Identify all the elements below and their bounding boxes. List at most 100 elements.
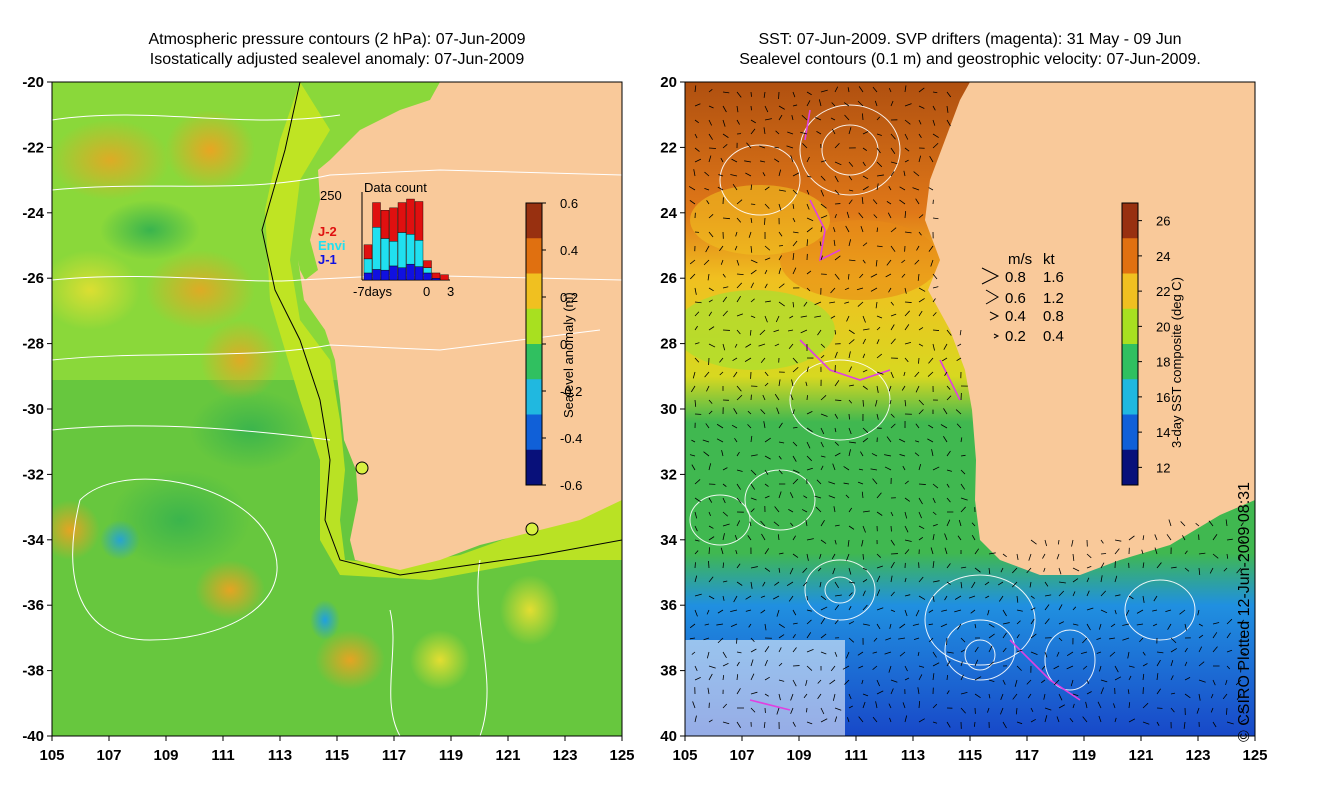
velocity-arrow: [848, 175, 853, 181]
velocity-arrow: [1086, 623, 1091, 631]
velocity-arrow: [750, 566, 758, 569]
velocity-arrow: [988, 645, 993, 653]
velocity-arrow: [1002, 553, 1007, 558]
velocity-arrow: [834, 441, 839, 446]
velocity-arrow: [736, 394, 743, 401]
velocity-arrow: [1042, 553, 1046, 559]
velocity-arrow: [960, 707, 966, 714]
velocity-arrow: [914, 452, 920, 457]
velocity-arrow: [888, 87, 892, 93]
velocity-arrow: [704, 171, 710, 177]
velocity-arrow: [928, 245, 934, 252]
velocity-arrow: [876, 575, 881, 583]
velocity-arrow: [1110, 623, 1116, 628]
velocity-arrow: [694, 715, 697, 723]
velocity-arrow: [1198, 567, 1201, 575]
right-colorbar-swatch: [1122, 238, 1138, 274]
velocity-arrow: [848, 199, 853, 205]
velocity-arrow: [843, 482, 850, 485]
velocity-arrow: [761, 533, 766, 541]
velocity-arrow: [778, 231, 783, 237]
velocity-arrow: [834, 213, 837, 219]
velocity-arrow: [918, 718, 925, 723]
velocity-arrow: [790, 522, 794, 527]
velocity-arrow: [988, 633, 995, 639]
right-lat-tick: -26: [660, 270, 677, 287]
velocity-arrow: [848, 637, 855, 643]
velocity-arrow: [708, 155, 712, 163]
velocity-arrow: [792, 426, 798, 429]
velocity-arrow: [1226, 649, 1233, 653]
velocity-arrow: [1028, 553, 1032, 561]
velocity-arrow: [764, 382, 769, 387]
velocity-arrow: [764, 245, 771, 251]
velocity-arrow: [774, 506, 780, 513]
velocity-arrow: [1058, 621, 1064, 625]
velocity-arrow: [806, 441, 811, 449]
velocity-arrow: [862, 579, 868, 583]
velocity-arrow: [802, 567, 808, 573]
velocity-arrow: [730, 609, 738, 613]
velocity-arrow: [708, 343, 716, 348]
velocity-arrow: [1086, 607, 1094, 611]
velocity-arrow: [1179, 609, 1186, 615]
left-lat-tick: -24: [22, 205, 44, 222]
velocity-arrow: [974, 676, 982, 681]
velocity-arrow: [1222, 693, 1228, 700]
velocity-arrow: [806, 410, 813, 415]
velocity-arrow: [692, 371, 696, 379]
velocity-arrow: [886, 259, 892, 266]
velocity-arrow: [918, 536, 924, 541]
velocity-key-header-ms: m/s: [1008, 251, 1032, 268]
velocity-arrow: [716, 623, 724, 626]
velocity-arrow: [862, 175, 869, 180]
velocity-arrow: [1030, 607, 1036, 611]
velocity-arrow: [820, 519, 825, 527]
velocity-arrow: [860, 451, 864, 457]
velocity-arrow: [1139, 637, 1144, 643]
velocity-arrow: [750, 119, 756, 124]
velocity-arrow: [1198, 693, 1201, 701]
velocity-arrow: [806, 553, 809, 561]
velocity-arrow: [748, 231, 752, 238]
velocity-arrow: [848, 127, 852, 135]
velocity-arrow: [904, 525, 909, 533]
velocity-arrow: [944, 547, 948, 555]
velocity-arrow: [1100, 562, 1105, 569]
velocity-arrow: [750, 435, 753, 443]
velocity-arrow: [1142, 651, 1146, 656]
velocity-arrow: [746, 142, 752, 149]
left-colorbar-tick: 0: [560, 337, 567, 352]
right-colorbar-swatch: [1122, 273, 1138, 310]
inset-bar-j2: [389, 207, 398, 242]
velocity-arrow: [706, 385, 710, 392]
velocity-arrow: [1058, 637, 1063, 642]
velocity-arrow: [1128, 718, 1136, 723]
velocity-arrow: [1198, 623, 1203, 627]
velocity-arrow: [805, 519, 808, 527]
velocity-arrow: [1030, 718, 1036, 723]
velocity-arrow: [1154, 547, 1158, 555]
velocity-arrow: [820, 175, 826, 181]
velocity-arrow: [722, 595, 725, 601]
velocity-arrow: [940, 623, 948, 628]
velocity-arrow: [890, 511, 894, 517]
velocity-arrow: [817, 679, 822, 684]
velocity-arrow: [1210, 707, 1214, 713]
velocity-key-kt-08: 0.8: [1043, 308, 1064, 325]
velocity-arrow: [736, 329, 741, 335]
velocity-arrow: [792, 634, 796, 639]
velocity-arrow: [1166, 534, 1172, 541]
velocity-arrow: [689, 454, 696, 457]
velocity-arrow: [915, 609, 920, 617]
velocity-arrow: [1058, 567, 1062, 575]
velocity-arrow: [750, 581, 753, 589]
velocity-arrow: [890, 313, 897, 317]
velocity-arrow: [744, 160, 752, 163]
velocity-key-kt-16: 1.6: [1043, 269, 1064, 286]
velocity-arrow: [764, 469, 769, 475]
velocity-arrow: [1168, 519, 1172, 527]
velocity-arrow: [857, 651, 864, 656]
velocity-arrow: [870, 468, 878, 471]
velocity-arrow: [932, 595, 935, 602]
